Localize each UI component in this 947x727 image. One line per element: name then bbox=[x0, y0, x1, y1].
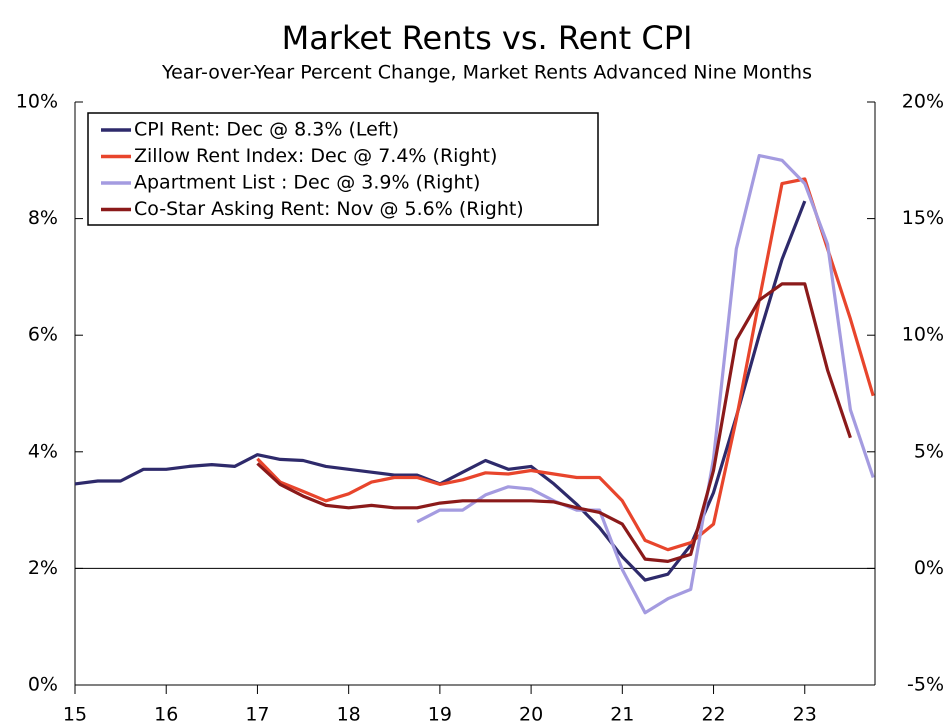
x-tick-label: 21 bbox=[610, 704, 634, 726]
x-tick-label: 20 bbox=[519, 704, 543, 726]
series-line bbox=[416, 154, 875, 615]
x-tick-label: 22 bbox=[701, 704, 725, 726]
series-line bbox=[74, 200, 807, 582]
series-line bbox=[256, 282, 852, 563]
series-line bbox=[256, 177, 875, 552]
y-tick-label: 10% bbox=[16, 91, 58, 113]
legend-label: Apartment List : Dec @ 3.9% (Right) bbox=[134, 172, 480, 194]
y2-tick-label: 5% bbox=[914, 440, 944, 462]
legend-box bbox=[87, 112, 599, 226]
y-tick-label: 0% bbox=[28, 674, 58, 696]
legend-label: Zillow Rent Index: Dec @ 7.4% (Right) bbox=[134, 145, 497, 167]
chart-subtitle: Year-over-Year Percent Change, Market Re… bbox=[161, 62, 812, 84]
x-tick-label: 18 bbox=[337, 704, 361, 726]
chart-title: Market Rents vs. Rent CPI bbox=[282, 19, 693, 57]
x-tick-label: 16 bbox=[154, 704, 178, 726]
y2-tick-label: 0% bbox=[914, 557, 944, 579]
y-tick-label: 2% bbox=[28, 557, 58, 579]
y-tick-label: 8% bbox=[28, 207, 58, 229]
legend-label: Co-Star Asking Rent: Nov @ 5.6% (Right) bbox=[134, 198, 524, 220]
y-tick-label: 4% bbox=[28, 440, 58, 462]
x-tick-label: 17 bbox=[245, 704, 269, 726]
x-tick-label: 19 bbox=[428, 704, 452, 726]
y2-tick-label: 10% bbox=[902, 324, 944, 346]
x-tick-label: 23 bbox=[793, 704, 817, 726]
y-tick-label: 6% bbox=[28, 324, 58, 346]
legend-label: CPI Rent: Dec @ 8.3% (Left) bbox=[134, 119, 399, 141]
y2-tick-label: 15% bbox=[902, 207, 944, 229]
y2-tick-label: 20% bbox=[902, 91, 944, 113]
y2-tick-label: -5% bbox=[907, 674, 944, 696]
x-tick-label: 15 bbox=[63, 704, 87, 726]
